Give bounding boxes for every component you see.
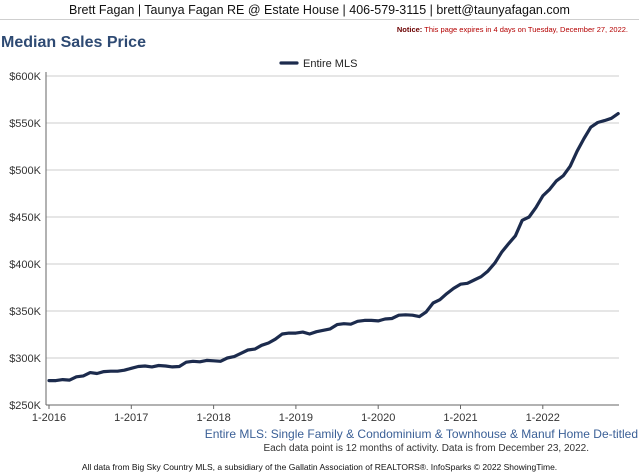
x-tick-label: 1-2022 xyxy=(526,412,560,424)
y-tick-label: $300K xyxy=(9,353,41,365)
notice-text: This page expires in 4 days on Tuesday, … xyxy=(422,25,628,34)
x-axis: 1-2016 1-2017 1-2018 1-2019 1-2020 1-2021 1-20… xyxy=(32,405,560,424)
chart-series xyxy=(47,111,620,383)
agent-contact-text: Brett Fagan | Taunya Fagan RE @ Estate H… xyxy=(69,3,570,17)
x-tick-label: 1-2021 xyxy=(443,412,477,424)
x-tick-label: 1-2016 xyxy=(32,412,66,424)
agent-contact-bar: Brett Fagan | Taunya Fagan RE @ Estate H… xyxy=(0,0,639,20)
x-tick-label: 1-2017 xyxy=(114,412,148,424)
data-source-footer: All data from Big Sky Country MLS, a sub… xyxy=(81,462,558,472)
y-tick-label: $450K xyxy=(9,212,41,224)
y-tick-label: $400K xyxy=(9,259,41,271)
expiration-notice: Notice: This page expires in 4 days on T… xyxy=(397,25,628,34)
y-tick-label: $350K xyxy=(9,306,41,318)
x-tick-label: 1-2018 xyxy=(196,412,230,424)
chart-legend[interactable]: Entire MLS xyxy=(279,58,357,70)
legend-label: Entire MLS xyxy=(303,58,357,70)
notice-label: Notice: xyxy=(396,25,423,34)
y-tick-label: $500K xyxy=(9,165,41,177)
series-line-entire-mls xyxy=(47,111,620,383)
y-tick-label: $250K xyxy=(9,400,41,412)
x-tick-label: 1-2020 xyxy=(361,412,395,424)
y-tick-label: $550K xyxy=(9,118,41,130)
chart-gridlines xyxy=(46,75,619,406)
x-tick-label: 1-2019 xyxy=(279,412,313,424)
chart-subtitle: Entire MLS: Single Family & Condominium … xyxy=(204,427,638,441)
y-tick-label: $600K xyxy=(9,71,41,83)
chart-title: Median Sales Price xyxy=(1,34,146,51)
data-footnote: Each data point is 12 months of activity… xyxy=(263,443,589,454)
y-axis: $250K $300K $350K $400K $450K $500K $550K $600K xyxy=(9,71,47,412)
